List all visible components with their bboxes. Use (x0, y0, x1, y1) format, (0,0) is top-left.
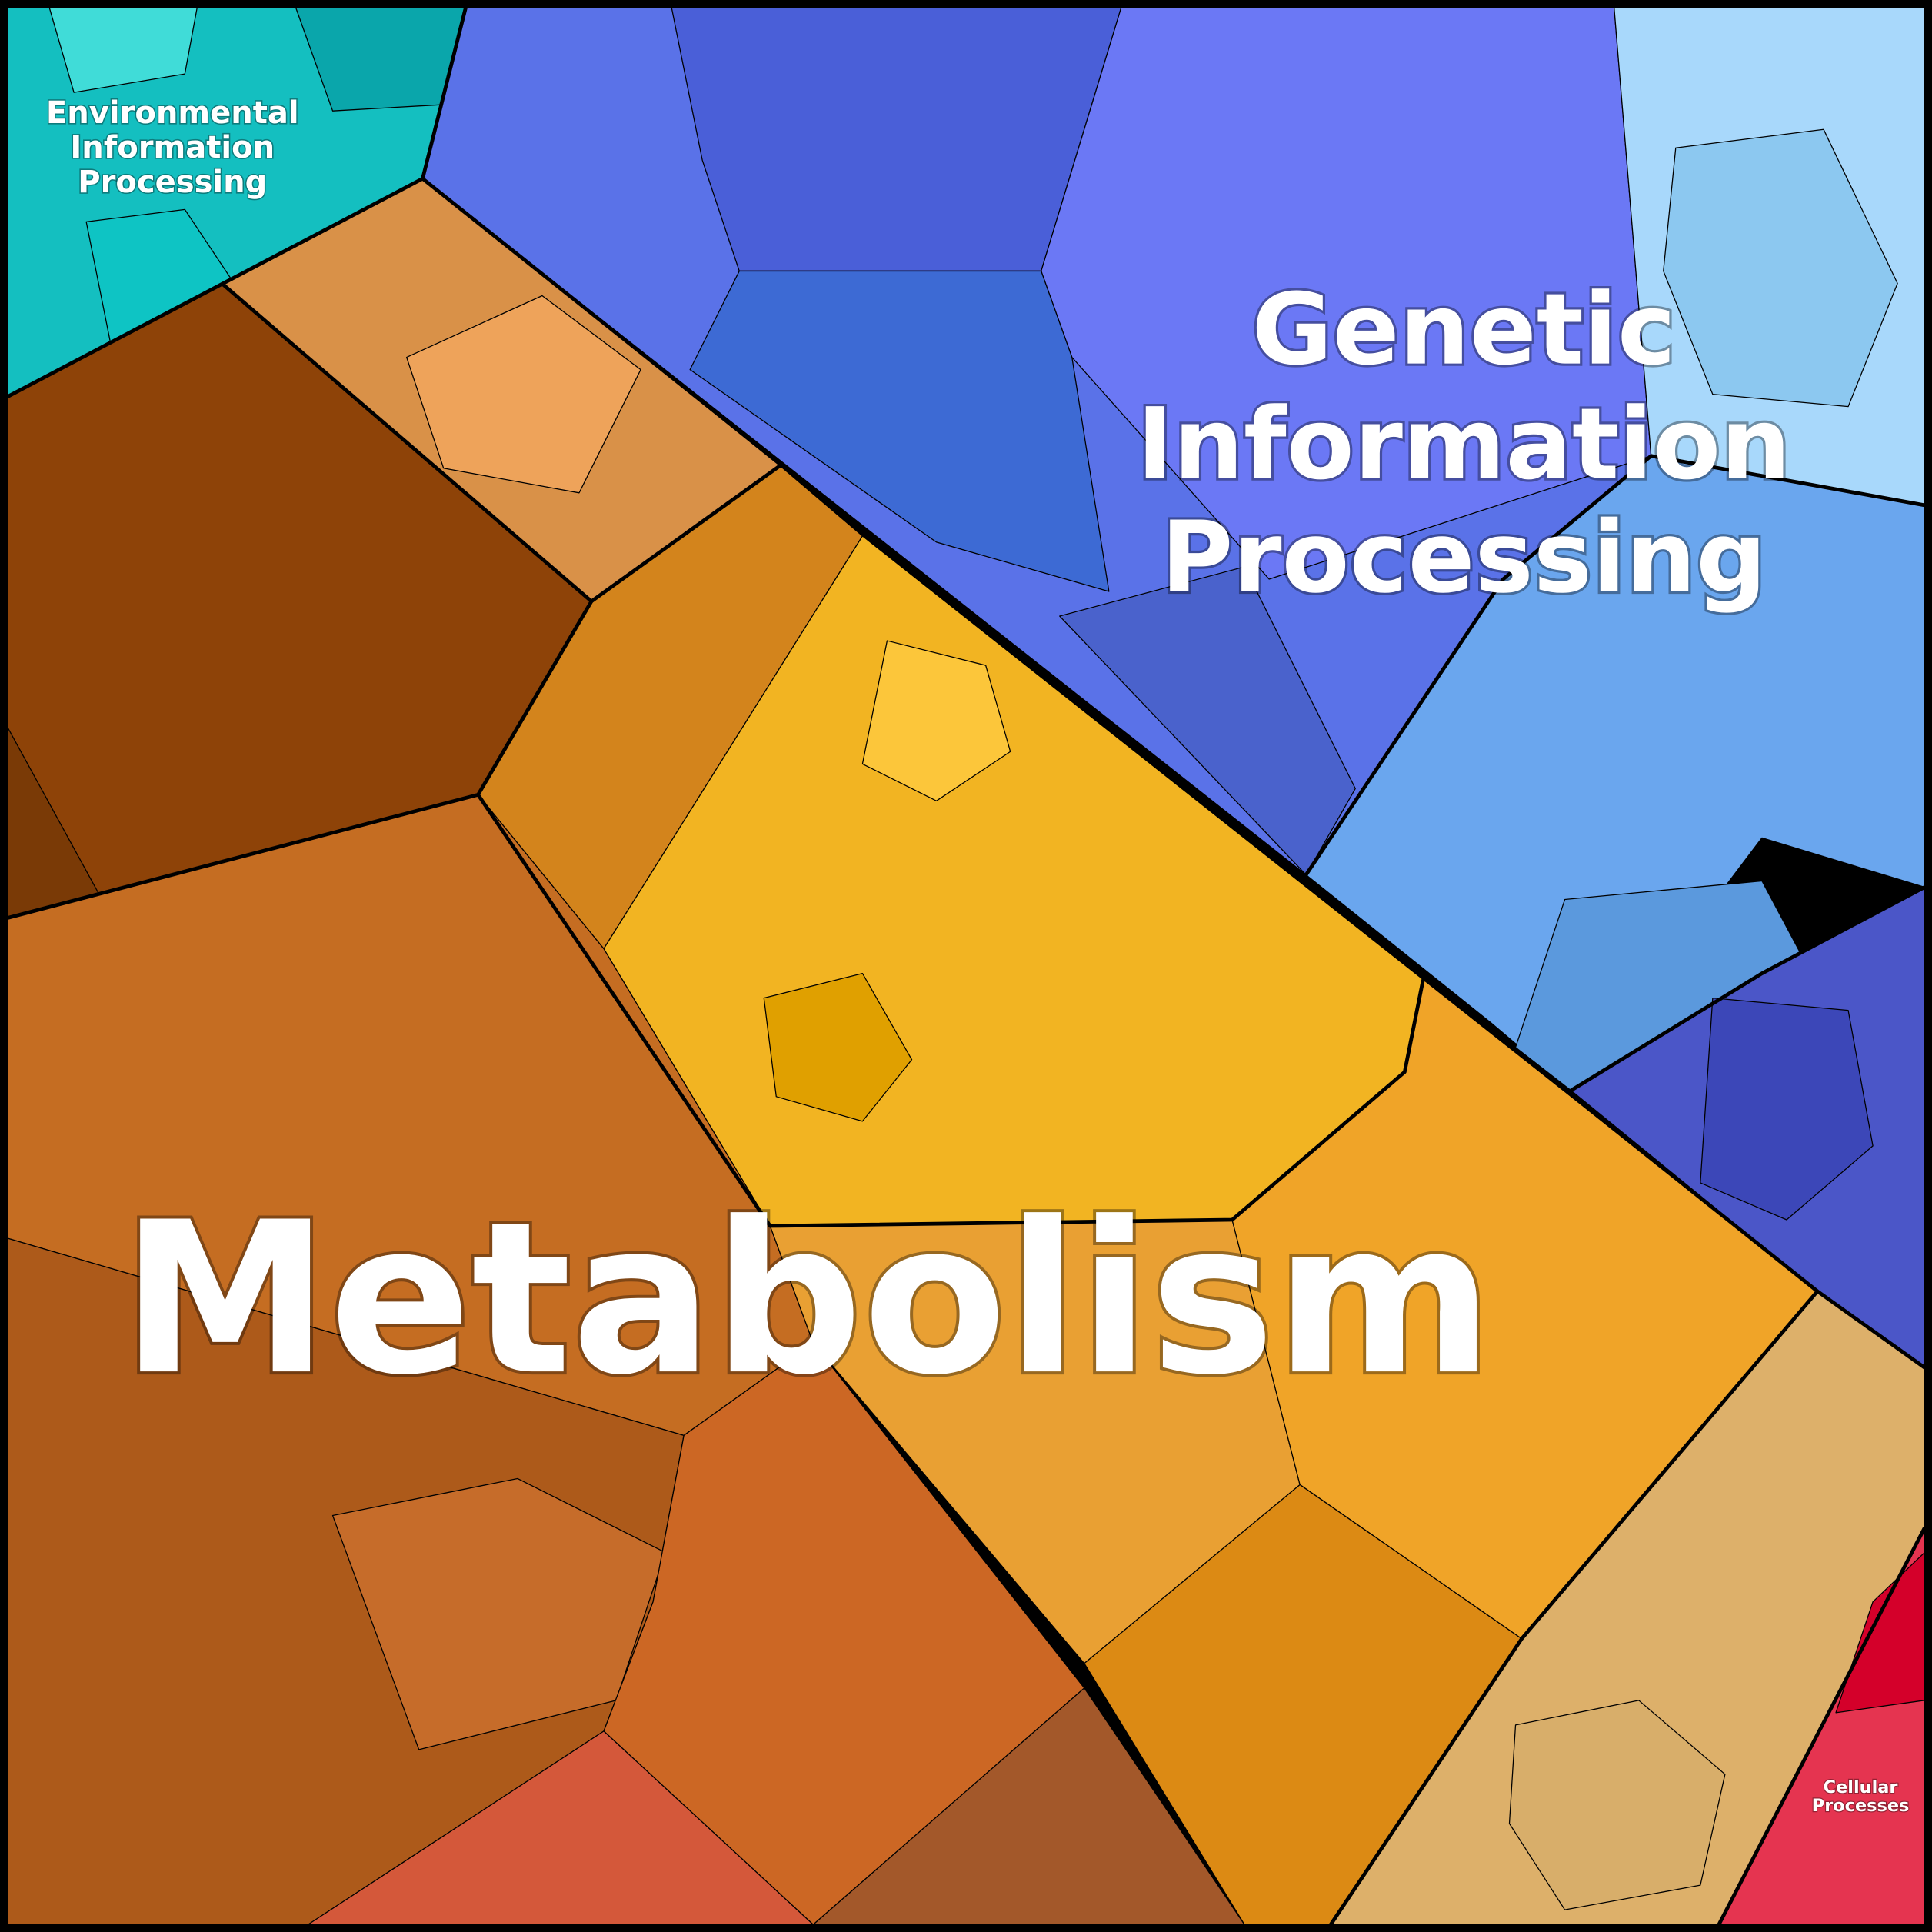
region-label: Cellular (1824, 1777, 1898, 1797)
region-label: Metabolism (121, 1178, 1493, 1421)
region-label: Processing (1161, 501, 1767, 615)
region-label: Information (1137, 388, 1790, 502)
cell (763, 972, 913, 1122)
boundary (590, 464, 781, 603)
boundary (476, 793, 1425, 1228)
region-label: Environmental (46, 95, 299, 131)
region-label: Genetic (1252, 273, 1676, 388)
boundary (1570, 885, 1926, 1092)
region-label: Processes (1812, 1796, 1910, 1816)
cell (1059, 566, 1356, 876)
cell (1700, 998, 1874, 1221)
cell (1508, 1700, 1726, 1910)
boundary (7, 281, 594, 920)
cell (406, 295, 641, 494)
cell (689, 270, 1110, 592)
cell (331, 1477, 666, 1750)
cell (1663, 128, 1898, 408)
region-label: Processing (78, 165, 267, 200)
region-label: Information (70, 130, 275, 165)
boundary (1329, 1290, 1819, 1926)
boundary (1304, 454, 1925, 876)
boundary (1717, 1527, 1927, 1926)
cell (861, 640, 1011, 801)
